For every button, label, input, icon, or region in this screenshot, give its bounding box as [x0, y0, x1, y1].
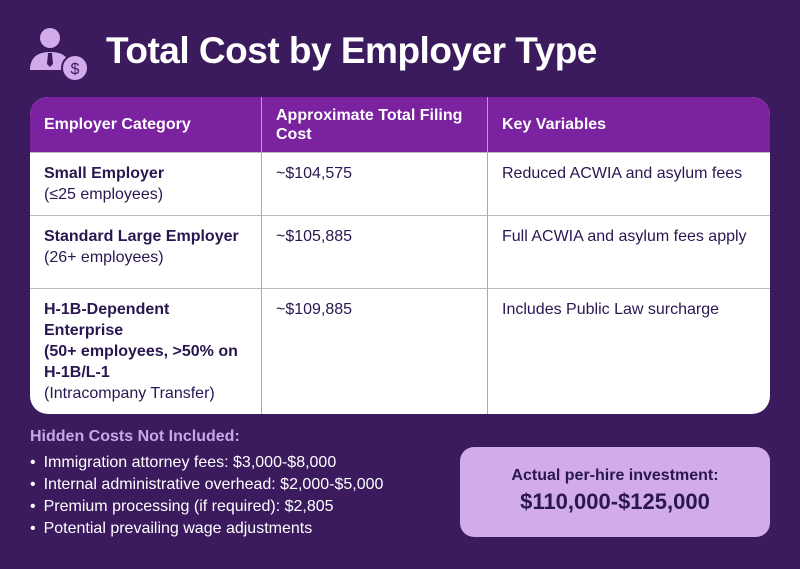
cost-cell: ~$104,575: [261, 152, 487, 215]
table-header: Employer Category Approximate Total Fili…: [30, 97, 770, 152]
table-row: Standard Large Employer (26+ employees) ~…: [30, 215, 770, 288]
table-row: Small Employer (≤25 employees) ~$104,575 …: [30, 152, 770, 215]
category-name: Small Employer: [44, 165, 165, 182]
table-row: H-1B-Dependent Enterprise (50+ employees,…: [30, 288, 770, 414]
list-item: Premium processing (if required): $2,805: [30, 496, 383, 518]
list-item: Potential prevailing wage adjustments: [30, 518, 383, 540]
page-title: Total Cost by Employer Type: [106, 30, 597, 71]
cost-cell: ~$109,885: [261, 288, 487, 414]
category-cell: Standard Large Employer (26+ employees): [30, 215, 261, 288]
list-item: Internal administrative overhead: $2,000…: [30, 474, 384, 496]
cost-cell: ~$105,885: [261, 215, 487, 288]
category-name: H-1B-Dependent Enterprise: [44, 301, 170, 339]
header-cost: Approximate Total Filing Cost: [261, 97, 487, 152]
category-sub: (50+ employees, >50% on H-1B/L-1: [44, 343, 238, 381]
summary-value: $110,000-$125,000: [520, 489, 710, 514]
category-sub: (≤25 employees): [44, 186, 164, 203]
category-name: Standard Large Employer: [44, 228, 239, 245]
investment-summary: Actual per-hire investment: $110,000-$12…: [460, 447, 770, 537]
employee-cost-icon: $: [30, 28, 89, 82]
hidden-costs-list: Immigration attorney fees: $3,000-$8,000…: [30, 452, 384, 540]
category-cell: H-1B-Dependent Enterprise (50+ employees,…: [30, 288, 261, 414]
hidden-costs-heading: Hidden Costs Not Included:: [30, 428, 240, 445]
variables-cell: Includes Public Law surcharge: [487, 288, 770, 414]
category-note: (Intracompany Transfer): [44, 385, 215, 402]
variables-cell: Reduced ACWIA and asylum fees: [487, 152, 770, 215]
category-sub: (26+ employees): [44, 249, 164, 266]
list-item: Immigration attorney fees: $3,000-$8,000: [30, 452, 383, 474]
svg-text:$: $: [71, 61, 80, 78]
cost-table: Employer Category Approximate Total Fili…: [30, 97, 770, 414]
summary-label: Actual per-hire investment:: [511, 467, 719, 484]
category-cell: Small Employer (≤25 employees): [30, 152, 261, 215]
variables-cell: Full ACWIA and asylum fees apply: [487, 215, 770, 288]
header-variables: Key Variables: [487, 97, 770, 152]
header-category: Employer Category: [30, 97, 261, 152]
